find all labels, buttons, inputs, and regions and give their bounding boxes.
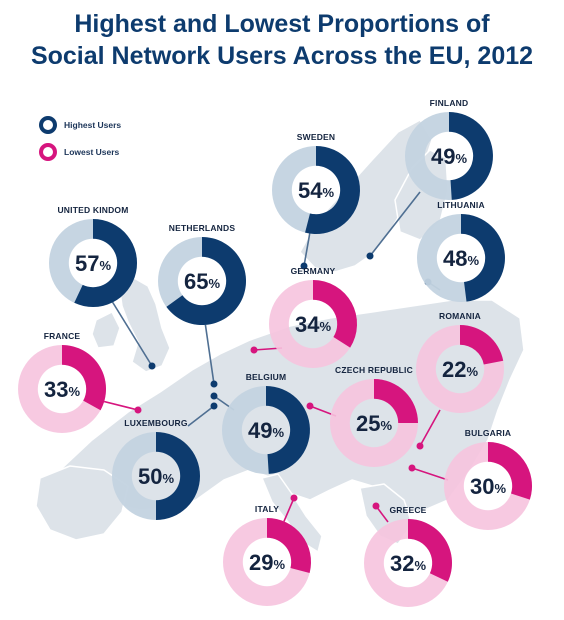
leader-france	[97, 399, 142, 414]
donut-netherlands: 65% NETHERLANDS	[158, 223, 246, 325]
donut-lithuania: 48% LITHUANIA	[417, 200, 505, 302]
donut-belgium-value: 49%	[248, 418, 284, 443]
donut-belgium: 49% BELGIUM	[222, 372, 310, 474]
donut-czech-republic-value: 25%	[356, 411, 392, 436]
donut-france-fill	[62, 345, 107, 411]
donut-sweden-fill	[305, 146, 360, 234]
donut-germany-label: GERMANY	[291, 266, 336, 276]
donut-germany: 34% GERMANY	[269, 266, 358, 368]
donut-greece: 32% GREECE	[364, 505, 452, 607]
donut-finland: 49% FINLAND	[405, 98, 493, 200]
donut-bulgaria-value: 30%	[470, 474, 506, 499]
map-italy	[261, 473, 323, 553]
donut-finland-fill	[449, 112, 493, 200]
donut-united-kingdom-fill	[74, 219, 138, 307]
donut-czech-republic-fill	[374, 379, 418, 423]
donut-luxembourg-label: LUXEMBOURG	[124, 418, 188, 428]
legend-highest-marker	[39, 116, 57, 134]
leader-bulgaria	[408, 464, 449, 481]
donut-france-value: 33%	[44, 377, 80, 402]
map-great-britain	[119, 277, 171, 373]
leader-finland	[366, 191, 421, 260]
leader-sweden	[300, 231, 311, 270]
leader-greece	[372, 502, 389, 523]
donut-netherlands-fill	[166, 237, 246, 325]
donut-greece-label: GREECE	[389, 505, 426, 515]
legend-lowest: Lowest Users	[39, 143, 120, 161]
donut-italy: 29% ITALY	[223, 504, 312, 606]
donut-france-label: FRANCE	[44, 331, 81, 341]
donut-netherlands-label: NETHERLANDS	[169, 223, 236, 233]
donut-lithuania-label: LITHUANIA	[437, 200, 485, 210]
leader-italy	[281, 494, 298, 527]
donut-bulgaria-label: BULGARIA	[465, 428, 511, 438]
donut-finland-label: FINLAND	[430, 98, 469, 108]
donut-united-kingdom: 57% UNITED KINDOM	[49, 205, 138, 307]
donut-italy-value: 29%	[249, 550, 285, 575]
donut-bulgaria-fill	[488, 442, 533, 500]
donut-romania-fill	[460, 325, 504, 365]
title-line-1: Highest and Lowest Proportions of	[74, 10, 490, 38]
donut-united-kingdom-value: 57%	[75, 251, 111, 276]
donut-united-kingdom-label: UNITED KINDOM	[57, 205, 128, 215]
map-iberia	[35, 465, 129, 541]
donut-romania-label: ROMANIA	[439, 311, 481, 321]
donut-luxembourg-value: 50%	[138, 464, 174, 489]
donut-italy-label: ITALY	[255, 504, 279, 514]
leader-united-kingdom	[109, 297, 156, 370]
donut-romania: 22% ROMANIA	[416, 311, 504, 413]
donut-czech-republic-label: CZECH REPUBLIC	[335, 365, 413, 375]
title-line-2: Social Network Users Across the EU, 2012	[31, 42, 533, 70]
legend-highest: Highest Users	[39, 116, 121, 134]
legend-lowest-marker	[39, 143, 57, 161]
donut-france: 33% FRANCE	[18, 331, 107, 433]
donut-bulgaria: 30% BULGARIA	[444, 428, 533, 530]
donut-greece-value: 32%	[390, 551, 426, 576]
donut-romania-value: 22%	[442, 357, 478, 382]
donut-sweden: 54% SWEDEN	[272, 132, 360, 234]
donut-sweden-value: 54%	[298, 178, 334, 203]
leader-romania	[416, 409, 441, 450]
donut-belgium-label: BELGIUM	[246, 372, 287, 382]
legend: Highest Users Lowest Users	[39, 116, 121, 161]
donut-finland-value: 49%	[431, 144, 467, 169]
leader-lines	[97, 191, 449, 527]
donut-greece-fill	[408, 519, 452, 582]
donut-czech-republic: 25% CZECH REPUBLIC	[330, 365, 418, 467]
donut-italy-fill	[267, 518, 312, 573]
legend-lowest-label: Lowest Users	[64, 147, 120, 157]
donut-luxembourg-fill	[156, 432, 200, 520]
donut-lithuania-fill	[461, 214, 505, 302]
donut-luxembourg: 50% LUXEMBOURG	[112, 418, 200, 520]
leader-netherlands	[204, 321, 218, 388]
donut-netherlands-value: 65%	[184, 269, 220, 294]
leader-luxembourg	[187, 402, 218, 427]
donut-sweden-label: SWEDEN	[297, 132, 336, 142]
donut-germany-value: 34%	[295, 312, 331, 337]
donut-belgium-fill	[266, 386, 310, 474]
donut-germany-fill	[313, 280, 358, 348]
donut-lithuania-value: 48%	[443, 246, 479, 271]
legend-highest-label: Highest Users	[64, 120, 121, 130]
map-ireland	[91, 311, 121, 349]
